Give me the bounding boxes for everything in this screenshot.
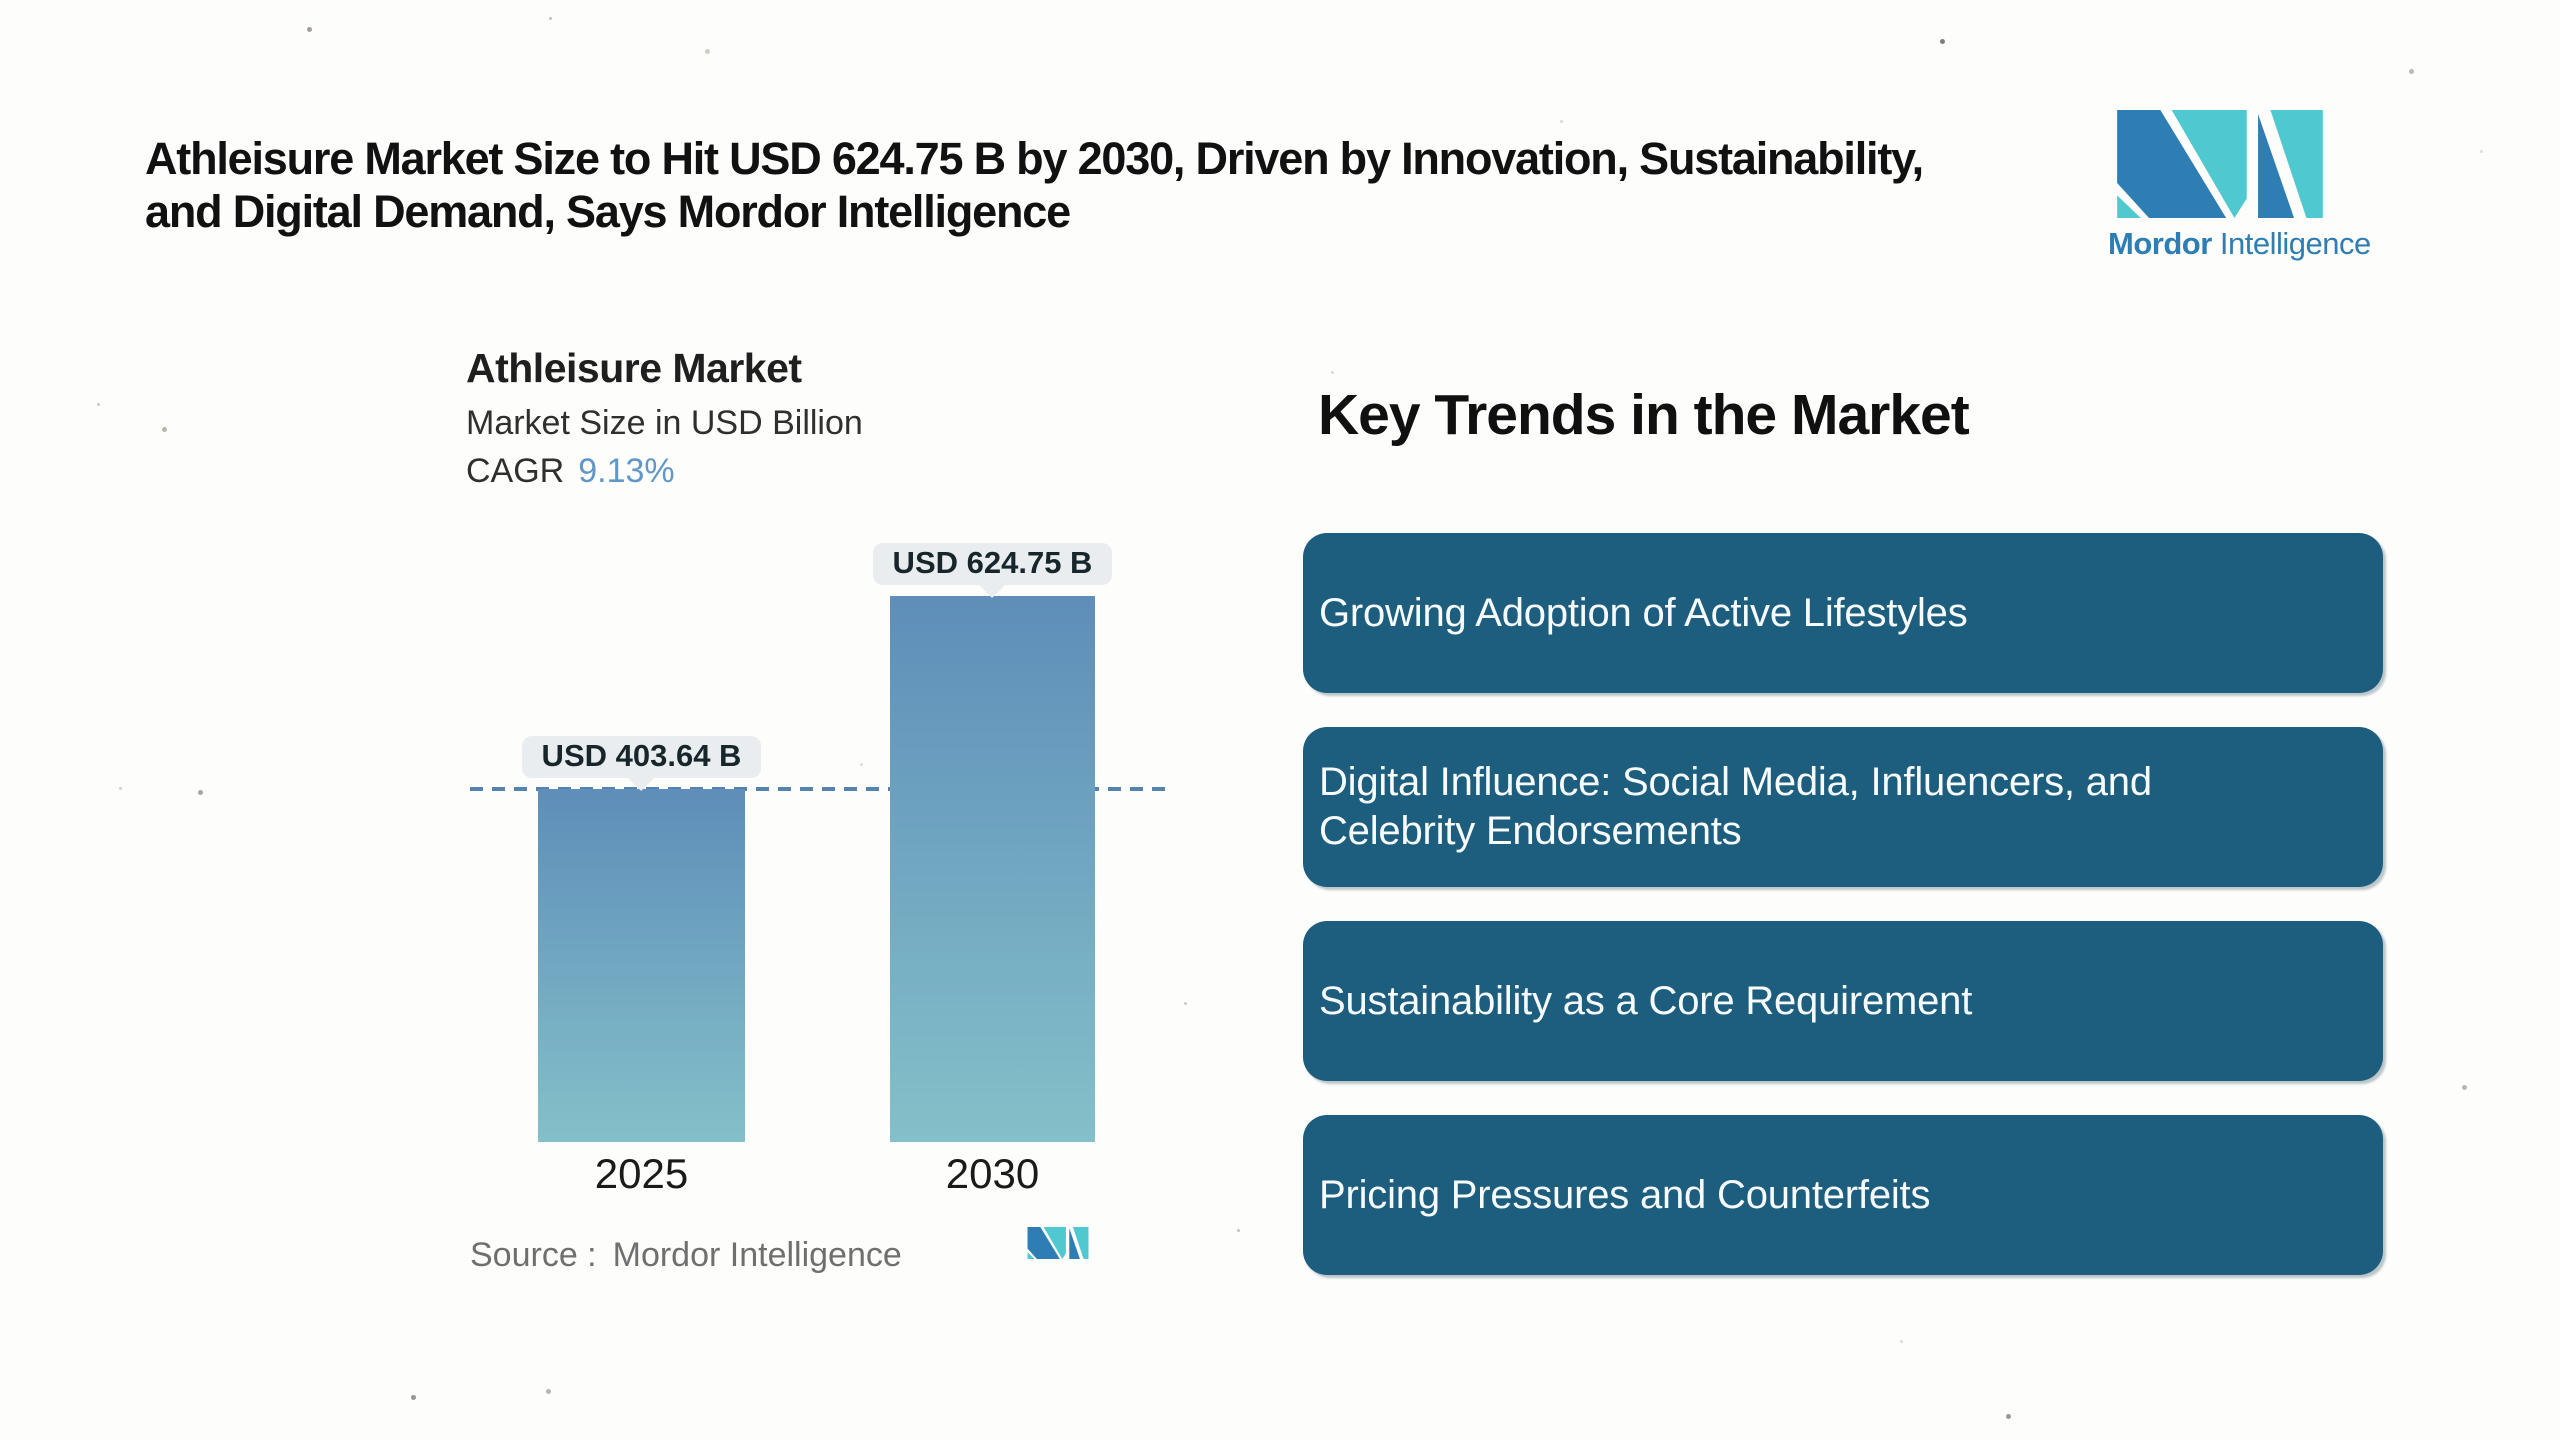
bar-2025 — [538, 789, 745, 1142]
chart-title: Athleisure Market — [466, 345, 802, 391]
brand-name: Mordor Intelligence — [2108, 226, 2371, 262]
trend-card-label: Digital Influence: Social Media, Influen… — [1319, 760, 2152, 853]
reference-dashed-line — [470, 787, 1165, 791]
trend-card-digital-influence: Digital Influence: Social Media, Influen… — [1303, 727, 2383, 887]
trend-card-active-lifestyles: Growing Adoption of Active Lifestyles — [1303, 533, 2383, 693]
value-label-2025: USD 403.64 B — [521, 736, 762, 778]
brand-logo: Mordor Intelligence — [2108, 110, 2371, 262]
trend-card-pricing-pressures: Pricing Pressures and Counterfeits — [1303, 1115, 2383, 1275]
trend-card-sustainability: Sustainability as a Core Requirement — [1303, 921, 2383, 1081]
trend-card-label: Growing Adoption of Active Lifestyles — [1319, 590, 1968, 635]
brand-name-regular: Intelligence — [2219, 226, 2371, 261]
source-line: Source : Mordor Intelligence — [470, 1236, 902, 1275]
brand-name-bold: Mordor — [2108, 226, 2212, 261]
trends-heading: Key Trends in the Market — [1318, 383, 1970, 447]
x-axis-label-2025: 2025 — [594, 1150, 689, 1197]
source-value: Mordor Intelligence — [612, 1236, 902, 1274]
chart-subtitle: Market Size in USD Billion — [466, 404, 863, 442]
source-logo-icon — [1027, 1227, 1089, 1259]
paper-speckles — [0, 0, 3, 3]
bar-2030-fill — [890, 596, 1095, 1142]
bar-2025-fill — [538, 789, 745, 1142]
page-title-line2: and Digital Demand, Says Mordor Intellig… — [145, 186, 1071, 237]
x-axis-label-2030: 2030 — [945, 1150, 1040, 1197]
cagr-value: 9.13% — [578, 452, 675, 490]
value-label-2030: USD 624.75 B — [872, 543, 1113, 585]
mordor-intelligence-logo-icon — [2117, 110, 2323, 218]
cagr-label: CAGR — [466, 452, 565, 490]
page-title: Athleisure Market Size to Hit USD 624.75… — [145, 132, 2085, 238]
bar-2030 — [890, 596, 1095, 1142]
trend-card-label: Sustainability as a Core Requirement — [1319, 978, 1973, 1023]
source-label: Source : — [470, 1236, 597, 1274]
trend-card-label: Pricing Pressures and Counterfeits — [1319, 1172, 1931, 1217]
chart-cagr: CAGR 9.13% — [466, 452, 675, 491]
page-title-line1: Athleisure Market Size to Hit USD 624.75… — [145, 133, 1924, 184]
